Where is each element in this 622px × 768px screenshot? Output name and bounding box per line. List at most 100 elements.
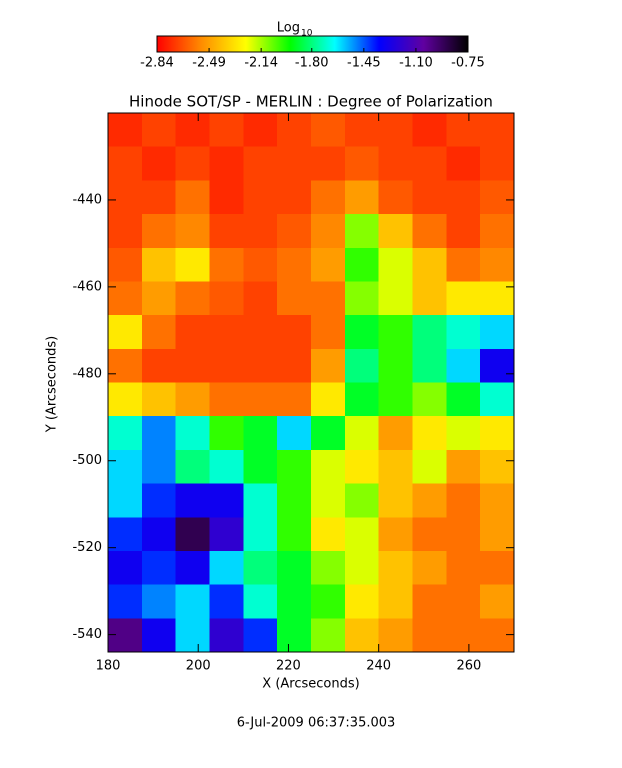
heatmap-cell [108,449,143,485]
heatmap-cell [277,180,312,215]
colorbar-tick-label: -1.45 [347,56,381,71]
heatmap-cell [243,146,278,181]
heatmap-cell [311,247,346,282]
heatmap-cell [378,416,413,451]
heatmap-cell [446,214,481,249]
heatmap-cell [209,180,244,215]
heatmap-cell [108,618,143,653]
heatmap-cell [378,247,413,282]
heatmap-cell [277,348,312,383]
heatmap-cell [480,214,515,249]
heatmap-cell [344,146,380,181]
heatmap-cell [378,517,413,552]
heatmap-cell [175,281,210,316]
heatmap-cell [243,113,278,148]
heatmap-cell [243,382,278,417]
heatmap-cell [243,180,278,215]
heatmap-cell [175,146,210,181]
heatmap-cell [378,584,413,619]
heatmap-cell [243,584,278,619]
heatmap-cell [277,146,312,181]
heatmap-cell [175,180,210,215]
heatmap-cell [412,315,447,350]
heatmap-cell [446,382,481,417]
heatmap-cell [344,483,380,518]
heatmap-cell [141,247,177,282]
heatmap-cell [344,416,380,451]
heatmap-cell [412,247,447,282]
heatmap-cell [141,550,177,586]
plot-frame [107,112,515,653]
heatmap-cell [480,550,515,586]
heatmap-cell [446,550,481,586]
heatmap-cell [344,113,380,148]
heatmap-cell [108,247,143,282]
heatmap-cell [480,416,515,451]
heatmap-cell [412,584,447,619]
y-tick-label: -440 [72,192,102,207]
heatmap-cell [378,550,413,586]
heatmap-cell [344,180,380,215]
heatmap-cell [378,146,413,181]
colorbar-label-sub: 10 [301,29,313,39]
heatmap-cell [412,113,447,148]
footer: 6-Jul-2009 06:37:35.003 [237,716,396,731]
heatmap-cell [446,180,481,215]
heatmap-cell [277,517,312,552]
heatmap-cell [108,146,143,181]
heatmap-cell [277,382,312,417]
heatmap-cell [446,449,481,485]
heatmap-cell [412,449,447,485]
heatmap-cell [480,382,515,417]
x-tick-label: 220 [276,659,301,674]
heatmap-cell [243,247,278,282]
y-tick-label: -480 [72,366,102,381]
heatmap-cell [108,180,143,215]
heatmap-cell [446,517,481,552]
heatmap-cell [446,113,481,148]
heatmap-cell [141,281,177,316]
colorbar [156,35,469,53]
heatmap-cell [378,618,413,653]
heatmap-cell [446,348,481,383]
heatmap-cell [311,483,346,518]
heatmap-cell [311,449,346,485]
heatmap-cell [141,416,177,451]
y-tick-label: -500 [72,453,102,468]
heatmap-cell [277,416,312,451]
heatmap-cell [344,281,380,316]
heatmap-cell [108,348,143,383]
heatmap-cell [378,348,413,383]
heatmap-cell [175,517,210,552]
heatmap-cell [480,584,515,619]
heatmap-cell [108,315,143,350]
heatmap-cell [243,550,278,586]
heatmap-cell [175,113,210,148]
heatmap-cell [344,247,380,282]
heatmap-cell [311,517,346,552]
colorbar-tick-label: -2.49 [192,56,226,71]
heatmap-cell [209,348,244,383]
heatmap-cell [141,618,177,653]
heatmap-cell [446,315,481,350]
heatmap-cell [209,281,244,316]
heatmap-cell [378,449,413,485]
heatmap-cell [209,247,244,282]
heatmap-cell [311,146,346,181]
heatmap-cell [277,247,312,282]
heatmap-cell [480,483,515,518]
heatmap-cell [378,382,413,417]
heatmap-cell [243,416,278,451]
heatmap-cell [311,113,346,148]
heatmap-cell [277,315,312,350]
heatmap-cell [277,618,312,653]
heatmap-cell [141,449,177,485]
heatmap-cell [108,214,143,249]
heatmap-cell [344,382,380,417]
heatmap-cell [175,214,210,249]
heatmap-cell [344,449,380,485]
heatmap-cell [175,247,210,282]
heatmap-cell [277,483,312,518]
heatmap-cell [209,214,244,249]
